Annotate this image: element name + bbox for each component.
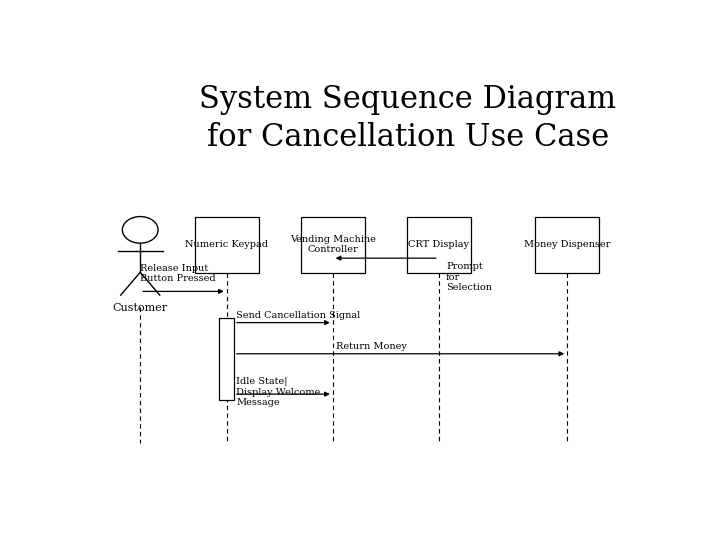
Text: Money Dispenser: Money Dispenser [524,240,611,249]
Text: Send Cancellation Signal: Send Cancellation Signal [236,310,361,320]
Text: Numeric Keypad: Numeric Keypad [185,240,269,249]
Bar [535,217,599,273]
Text: Return Money: Return Money [336,342,406,351]
Text: Release Input
Button Pressed: Release Input Button Pressed [140,264,216,283]
Bar [220,319,234,400]
Bar [407,217,471,273]
Bar [301,217,365,273]
Text: Customer: Customer [112,302,168,313]
Text: System Sequence Diagram
for Cancellation Use Case: System Sequence Diagram for Cancellation… [199,84,616,153]
Text: Vending Machine
Controller: Vending Machine Controller [289,235,376,254]
Text: Idle State|
Display Welcome
Message: Idle State| Display Welcome Message [236,377,320,407]
Bar [194,217,258,273]
Text: Prompt
for
Selection: Prompt for Selection [446,262,492,292]
Text: CRT Display: CRT Display [408,240,469,249]
